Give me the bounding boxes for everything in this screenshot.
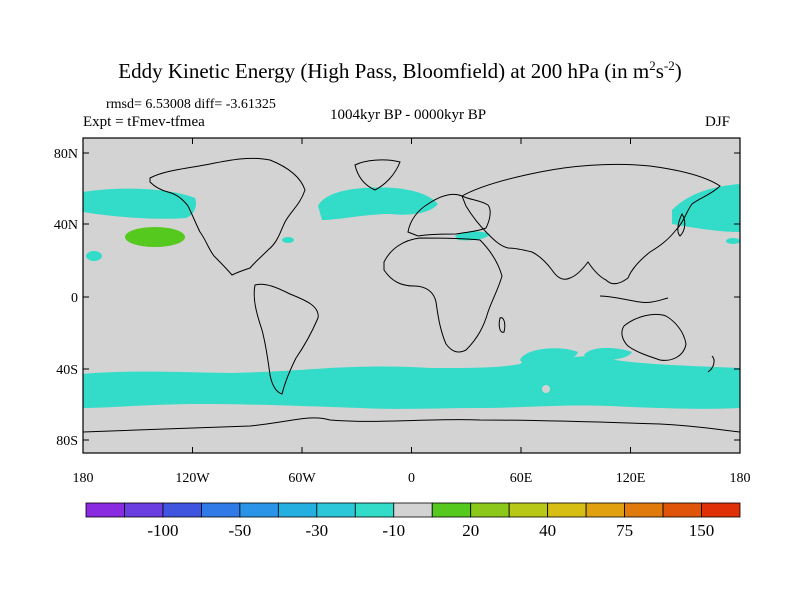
y-tick-label: 0	[71, 291, 78, 306]
colorbar-swatch	[547, 502, 587, 518]
coast-japan	[677, 213, 686, 237]
anomaly-north-pacific-east	[672, 184, 740, 232]
colorbar-swatch	[431, 502, 472, 518]
anomaly-gap	[542, 385, 550, 393]
coast-antarctica	[83, 417, 740, 433]
anomaly-north-atlantic	[318, 187, 438, 220]
colorbar-swatch	[701, 502, 741, 518]
coast-indonesia	[599, 295, 669, 303]
colorbar-label: -10	[382, 521, 405, 540]
y-tick-label: 40S	[56, 363, 78, 378]
colorbar-swatch	[162, 502, 202, 518]
colorbar-swatch	[277, 502, 318, 518]
coast-south-america	[253, 283, 319, 395]
x-tick-label: 60W	[288, 471, 316, 486]
colorbar-swatch	[662, 502, 702, 518]
x-tick-label: 180	[730, 471, 751, 486]
colorbar-swatch	[585, 502, 625, 518]
y-tick-label: 80S	[56, 434, 78, 449]
coast-madagascar	[498, 317, 506, 333]
anomaly-west-pacific-small	[726, 238, 740, 244]
coast-europe	[407, 193, 491, 237]
season-label: DJF	[705, 114, 731, 130]
anomaly-mediterranean	[455, 231, 490, 241]
colorbar-label: -100	[147, 521, 178, 540]
colorbar-label: 75	[616, 521, 633, 540]
colorbar-label: 40	[539, 521, 556, 540]
colorbar: -100 -50 -30 -10 20 40 75 150	[85, 502, 741, 540]
coast-new-zealand	[707, 355, 715, 373]
colorbar-swatch	[201, 502, 241, 518]
anomaly-fields	[83, 184, 740, 409]
period-label: 1004kyr BP - 0000kyr BP	[330, 107, 487, 123]
coastlines	[83, 157, 740, 433]
x-tick-label: 0	[408, 471, 415, 486]
stats-label: rmsd= 6.53008 diff= -3.61325	[106, 97, 276, 112]
colorbar-label: -30	[305, 521, 328, 540]
coast-africa	[383, 237, 503, 353]
colorbar-swatch	[124, 502, 164, 518]
colorbar-swatch	[624, 502, 664, 518]
x-axis: 180 120W 60W 0 60E 120E 180	[73, 138, 751, 486]
colorbar-swatch	[239, 502, 279, 518]
colorbar-swatch	[85, 502, 125, 518]
x-tick-label: 180	[73, 471, 94, 486]
anomaly-south-australia	[584, 347, 632, 361]
colorbar-swatch	[508, 502, 549, 518]
colorbar-swatch	[354, 502, 395, 518]
colorbar-swatch	[316, 502, 356, 518]
plot-title: Eddy Kinetic Energy (High Pass, Bloomfie…	[118, 58, 682, 83]
anomaly-north-pacific-west	[83, 188, 196, 219]
coast-australia	[621, 313, 687, 361]
experiment-label: Expt = tFmev-tfmea	[83, 114, 205, 130]
y-tick-label: 40N	[54, 218, 78, 233]
coast-greenland	[354, 159, 401, 191]
anomaly-southern-ocean	[83, 352, 740, 409]
x-tick-label: 120E	[616, 471, 646, 486]
anomaly-south-indian	[520, 348, 578, 366]
colorbar-label: 20	[462, 521, 479, 540]
coast-asia	[461, 163, 721, 285]
x-tick-label: 60E	[510, 471, 533, 486]
anomaly-positive-pacific	[125, 227, 185, 247]
colorbar-label: -50	[229, 521, 252, 540]
y-tick-label: 80N	[54, 147, 78, 162]
anomaly-east-pacific-small	[86, 251, 102, 261]
y-axis: 80N 40N 0 40S 80S	[54, 147, 740, 449]
anomaly-atlantic-small	[282, 237, 294, 243]
coast-north-america	[149, 157, 306, 276]
colorbar-label: 150	[689, 521, 715, 540]
x-tick-label: 120W	[175, 471, 210, 486]
colorbar-swatch	[393, 502, 433, 518]
colorbar-swatch	[470, 502, 510, 518]
